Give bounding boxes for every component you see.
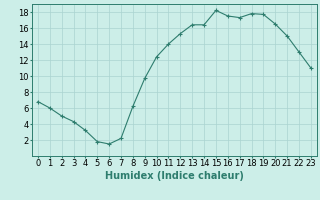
X-axis label: Humidex (Indice chaleur): Humidex (Indice chaleur)	[105, 171, 244, 181]
